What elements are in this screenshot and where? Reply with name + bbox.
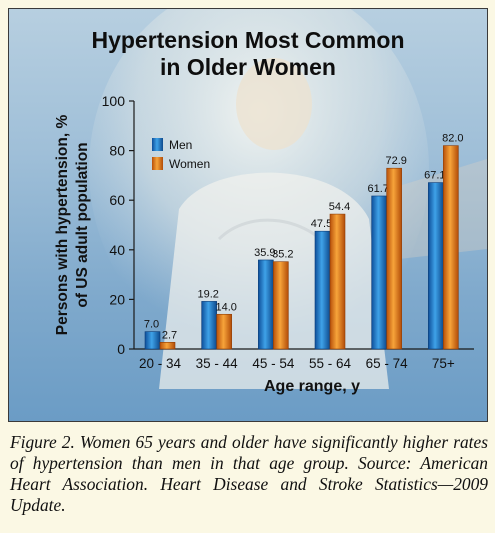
data-label: 14.0 — [215, 301, 236, 313]
x-tick-label: 20 - 34 — [139, 356, 182, 371]
data-label: 61.7 — [367, 183, 388, 195]
y-tick-label: 80 — [109, 143, 125, 159]
y-tick-label: 0 — [117, 341, 125, 357]
y-tick-label: 100 — [102, 93, 126, 109]
bar-men — [314, 230, 331, 350]
bar-women — [386, 167, 402, 350]
data-label: 82.0 — [442, 133, 463, 145]
figure-caption: Figure 2. Women 65 years and older have … — [10, 432, 488, 515]
bar-women — [216, 313, 232, 350]
x-tick-label: 35 - 44 — [196, 356, 239, 371]
bar-women — [159, 342, 176, 350]
legend-swatch-women — [152, 157, 163, 170]
data-label: 72.9 — [385, 155, 406, 167]
bar-men — [201, 301, 217, 350]
data-label: 35.2 — [272, 249, 293, 261]
chart-plot: 0 20 40 60 80 100 Persons with hypertension, %… — [54, 93, 474, 395]
y-tick-label: 20 — [109, 291, 125, 307]
bar-men — [144, 331, 161, 350]
y-axis-label: Persons with hypertension, % — [54, 115, 71, 336]
x-axis-label: Age range, y — [264, 378, 360, 395]
legend-label: Women — [169, 157, 210, 171]
bar-men — [258, 259, 274, 350]
x-tick-label: 45 - 54 — [252, 356, 295, 371]
y-axis-label: of US adult population — [74, 142, 91, 307]
bar-women — [329, 213, 346, 350]
chart-title-line: in Older Women — [160, 54, 336, 80]
figure-panel: Hypertension Most Common in Older Women … — [8, 8, 488, 422]
y-tick-label: 60 — [109, 192, 125, 208]
data-label: 2.7 — [162, 329, 177, 341]
data-label: 19.2 — [197, 288, 218, 300]
data-label: 47.5 — [311, 218, 332, 230]
bar-men — [428, 182, 444, 350]
data-label: 54.4 — [329, 201, 350, 213]
y-tick-label: 40 — [109, 242, 125, 258]
x-tick-label: 55 - 64 — [309, 356, 352, 371]
chart-title: Hypertension Most Common in Older Women — [9, 27, 487, 81]
x-tick-label: 75+ — [432, 356, 455, 371]
bar-women — [273, 261, 289, 350]
bar-men — [371, 195, 387, 350]
chart-title-line: Hypertension Most Common — [91, 27, 405, 53]
legend-swatch-men — [152, 138, 163, 151]
data-label: 7.0 — [144, 319, 159, 331]
bar-women — [443, 145, 459, 350]
x-tick-label: 65 - 74 — [366, 356, 409, 371]
data-label: 67.1 — [424, 170, 445, 182]
data-label: 35.9 — [254, 247, 275, 259]
legend-label: Men — [169, 138, 192, 152]
